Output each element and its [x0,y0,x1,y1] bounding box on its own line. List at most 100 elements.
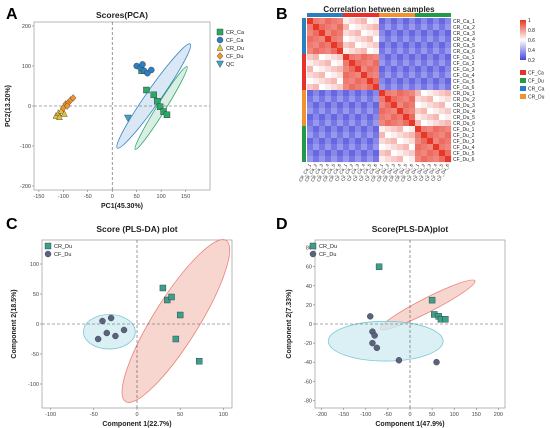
heatmap-cell [337,144,344,151]
heatmap-cell [319,42,326,49]
x-axis-label: Component 1(22.7%) [102,421,171,428]
heatmap-cell [331,138,338,145]
heatmap-cell [331,156,338,163]
heatmap-cell [445,114,452,121]
heatmap-cell [349,78,356,85]
data-point [156,103,164,111]
row-label: CF_Du_1 [453,127,475,133]
heatmap-cell [439,60,446,67]
heatmap-cell [409,108,416,115]
heatmap-cell [343,48,350,55]
heatmap-cell [355,150,362,157]
y-tick-label: 100 [22,64,31,70]
column-group-bar [379,13,415,17]
heatmap-cell [319,96,326,103]
heatmap-cell [415,120,422,127]
heatmap-cell [319,126,326,133]
heatmap-cell [319,18,326,25]
heatmap-cell [337,126,344,133]
heatmap-cell [445,138,452,145]
heatmap-cell [433,60,440,67]
heatmap-cell [307,30,314,37]
heatmap-cell [349,66,356,73]
heatmap-cell [421,36,428,43]
heatmap-cell [397,120,404,127]
chart-title: Score (PLS-DA) plot [96,224,177,234]
heatmap-cell [415,84,422,91]
y-tick-label: 0 [309,322,312,328]
heatmap-cell [337,48,344,55]
heatmap-cell [331,48,338,55]
heatmap-cell [415,126,422,133]
heatmap-cell [439,84,446,91]
heatmap-cell [391,42,398,49]
row-label: CR_Ca_5 [453,43,475,49]
legend-marker [216,28,224,36]
heatmap-cell [355,78,362,85]
heatmap-cell [319,84,326,91]
heatmap-cell [397,24,404,31]
heatmap-cell [361,96,368,103]
heatmap-cell [421,90,428,97]
heatmap-cell [439,24,446,31]
legend-label: CR_Du [226,46,244,52]
heatmap-cell [349,138,356,145]
heatmap-cell [385,48,392,55]
heatmap-cell [373,132,380,139]
heatmap-cell [439,66,446,73]
heatmap-cell [391,60,398,67]
heatmap-cell [379,90,386,97]
heatmap-cell [325,156,332,163]
heatmap-cell [343,144,350,151]
data-point [103,329,110,337]
data-point [63,102,71,110]
heatmap-cell [325,114,332,121]
panel-letter-c: C [6,216,18,233]
heatmap-cell [409,126,416,133]
heatmap-cell [433,78,440,85]
heatmap-cell [409,72,416,79]
heatmap-cell [379,150,386,157]
heatmap-cell [355,126,362,133]
heatmap-cell [415,42,422,49]
heatmap-cell [397,138,404,145]
heatmap-cell [379,132,386,139]
row-label: CR_Ca_2 [453,25,475,31]
heatmap-cell [391,108,398,115]
heatmap-cell [325,36,332,43]
heatmap-cell [361,72,368,79]
heatmap-cell [379,108,386,115]
heatmap-cell [397,150,404,157]
row-label: CR_Ca_4 [453,37,475,43]
heatmap-cell [391,78,398,85]
heatmap-cell [349,24,356,31]
heatmap-cell [331,24,338,31]
heatmap-cell [343,138,350,145]
heatmap-cell [349,126,356,133]
legend-label: CF_Ca [226,38,244,44]
heatmap-cell [397,144,404,151]
heatmap-cell [403,72,410,79]
chart-title: Scores(PCA) [96,10,148,20]
heatmap-cell [343,96,350,103]
y-tick-label: -100 [20,144,31,150]
heatmap-cell [385,54,392,61]
heatmap-cell [355,120,362,127]
row-label: CF_Ca_5 [453,79,475,85]
heatmap-cell [409,138,416,145]
heatmap-cell [445,42,452,49]
heatmap-cell [385,84,392,91]
heatmap-cell [307,126,314,133]
heatmap-cell [367,72,374,79]
plsda-c-chart: Score (PLS-DA) plot -100 -50 0 50 100 100 50 0 -5… [11,224,233,428]
heatmap-cell [343,18,350,25]
heatmap-cell [421,144,428,151]
legend-label: CF_Du [319,252,336,258]
heatmap-cell [313,150,320,157]
legend-marker [216,44,224,51]
group-legend-swatch [520,70,526,75]
row-label: CR_Du_4 [453,109,475,115]
data-point [373,344,381,352]
heatmap-cell [367,120,374,127]
row-group-bar [302,126,306,162]
